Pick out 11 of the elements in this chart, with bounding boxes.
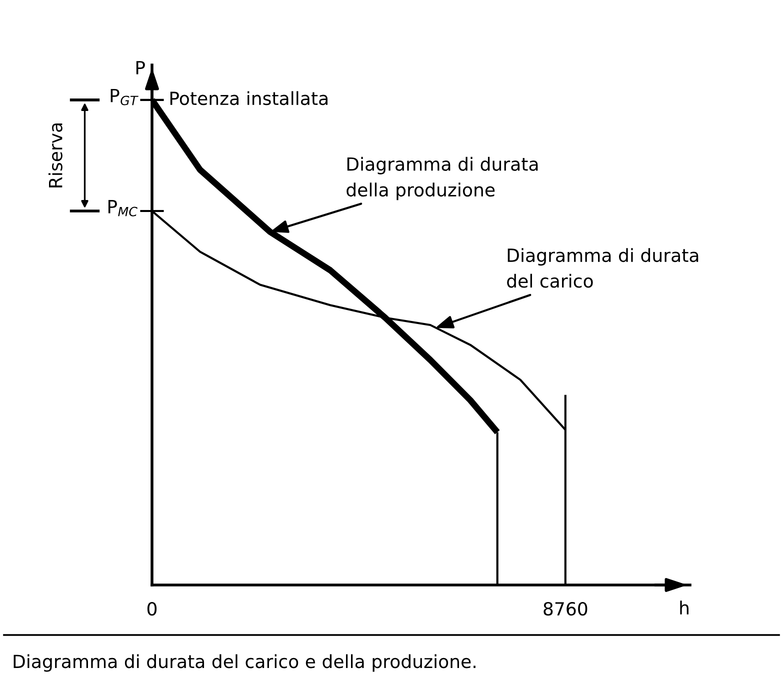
text: Riserva [48,123,62,188]
x-tick-label: 0 [147,602,157,616]
annotation: P$_{GT}$ [110,88,138,106]
x-axis-title: h [680,600,688,614]
text: Diagramma di durata del carico e della produzione. [14,654,476,672]
annotation: P$_{MC}$ [108,200,138,216]
y-axis-title: P [136,61,145,74]
annotation: Potenza installata [170,91,328,106]
x-tick-label: 8760 [544,602,588,616]
annotation: Diagramma di durata della produzione [346,156,538,200]
annotation: Diagramma di durata del carico [507,248,698,288]
